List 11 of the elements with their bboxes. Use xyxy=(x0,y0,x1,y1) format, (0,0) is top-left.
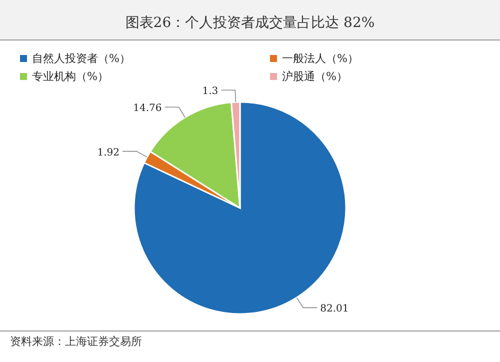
legend-label: 一般法人（%） xyxy=(282,52,358,65)
legend-label: 专业机构（%） xyxy=(32,70,108,83)
data-label: 1.92 xyxy=(97,147,120,158)
pie-slice xyxy=(133,101,347,315)
text: 资料来源：上海证券交易所 xyxy=(10,335,142,348)
legend-label: 自然人投资者（%） xyxy=(32,52,130,65)
data-label: 1.3 xyxy=(202,86,218,98)
legend-label: 沪股通（%） xyxy=(282,70,348,83)
chart-title: 图表26：个人投资者成交量占比达 82% xyxy=(125,15,375,31)
data-label: 82.01 xyxy=(320,304,349,315)
data-label: 14.76 xyxy=(133,103,162,114)
